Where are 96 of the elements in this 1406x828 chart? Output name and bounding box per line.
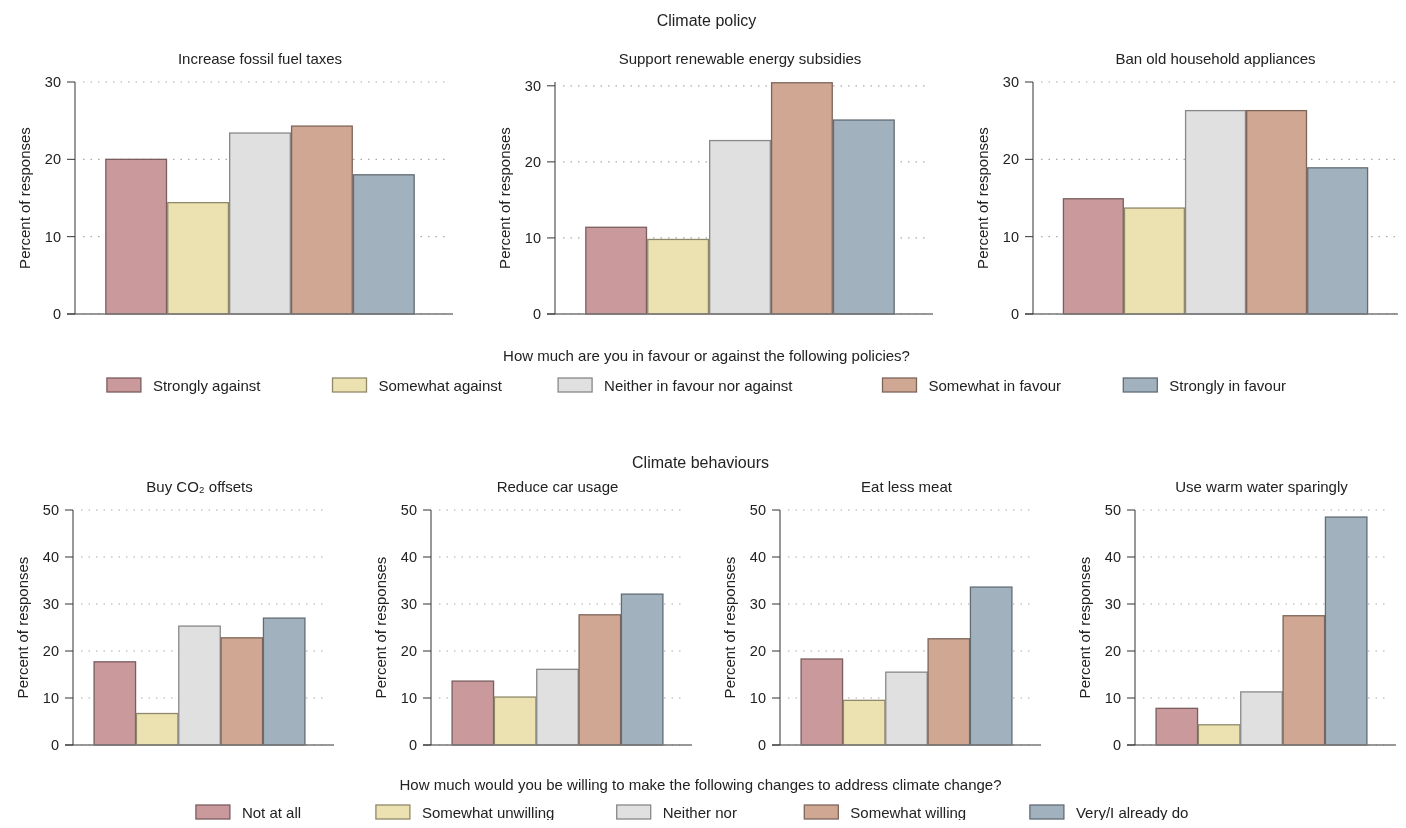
bar: [229, 132, 291, 315]
bar: [709, 139, 771, 315]
y-tick-label: 20: [524, 153, 541, 170]
legend-label: Neither nor: [662, 804, 737, 821]
y-axis-title: Percent of responses: [372, 556, 389, 699]
chart-title: Reduce car usage: [496, 478, 619, 495]
y-tick-label: 10: [524, 230, 541, 247]
y-tick-label: 40: [42, 549, 59, 566]
legend-label: Somewhat in favour: [928, 377, 1062, 394]
chart-title: Support renewable energy subsidies: [618, 50, 862, 67]
bar: [262, 617, 306, 746]
bar: [647, 238, 710, 315]
y-tick-label: 30: [42, 596, 59, 613]
y-tick-label: 40: [1104, 549, 1121, 566]
bar: [93, 661, 137, 746]
legend-label: Strongly in favour: [1169, 377, 1287, 394]
y-tick-label: 30: [400, 596, 417, 613]
bar: [620, 593, 664, 746]
legend-label: Neither in favour nor against: [604, 377, 794, 394]
bar: [1062, 198, 1124, 315]
text: Climate behaviours: [632, 454, 769, 471]
y-axis-title: Percent of responses: [1076, 556, 1093, 699]
legend-title: How much would you be willing to make the following changes to address climate change?: [399, 776, 1002, 793]
y-tick-label: 50: [400, 502, 417, 519]
bar: [536, 668, 579, 746]
bar: [135, 712, 179, 746]
bar: [105, 158, 168, 315]
y-axis-title: Percent of responses: [14, 556, 31, 699]
bar: [493, 696, 537, 746]
y-axis-title: Percent of responses: [496, 127, 513, 269]
bar: [220, 637, 264, 746]
bar: [1324, 516, 1368, 746]
bar: [290, 125, 353, 315]
y-tick-label: 10: [44, 228, 61, 245]
y-tick-label: 30: [749, 596, 766, 613]
y-tick-label: 20: [400, 643, 417, 660]
y-tick-label: 0: [1010, 306, 1019, 323]
y-tick-label: 10: [42, 690, 59, 707]
bar: [1184, 109, 1247, 315]
bar: [770, 82, 833, 315]
bar: [1246, 109, 1308, 315]
bar: [585, 226, 648, 315]
y-tick-label: 20: [749, 643, 766, 660]
y-tick-label: 20: [1002, 151, 1019, 168]
bar: [842, 699, 886, 746]
y-tick-label: 30: [1104, 596, 1121, 613]
text: Climate policy: [656, 12, 757, 29]
bar: [800, 658, 844, 746]
y-tick-label: 20: [42, 643, 59, 660]
bar: [1123, 207, 1185, 315]
chart-title: Eat less meat: [861, 478, 953, 495]
bar: [927, 638, 971, 746]
bar: [1282, 615, 1326, 746]
bar: [832, 119, 895, 315]
bar: [178, 625, 221, 746]
y-tick-label: 30: [1002, 74, 1019, 91]
y-axis-title: Percent of responses: [974, 127, 991, 269]
y-tick-label: 10: [1002, 228, 1019, 245]
bar: [578, 614, 622, 746]
bar: [1155, 707, 1199, 746]
chart-title: Increase fossil fuel taxes: [177, 50, 343, 67]
y-tick-label: 40: [400, 549, 417, 566]
y-tick-label: 0: [408, 737, 417, 754]
y-tick-label: 0: [50, 737, 59, 754]
y-tick-label: 30: [524, 77, 541, 94]
y-tick-label: 0: [757, 737, 766, 754]
y-axis-title: Percent of responses: [721, 556, 738, 699]
y-tick-label: 20: [1104, 643, 1121, 660]
legend-label: Not at all: [241, 804, 302, 821]
bar: [969, 586, 1013, 746]
bar: [1197, 724, 1241, 746]
y-tick-label: 50: [42, 502, 59, 519]
bar: [885, 671, 928, 746]
y-tick-label: 40: [749, 549, 766, 566]
y-tick-label: 20: [44, 151, 61, 168]
y-tick-label: 10: [1104, 690, 1121, 707]
chart-title: Ban old household appliances: [1115, 50, 1316, 67]
y-tick-label: 30: [44, 74, 61, 91]
chart-title: Buy CO₂ offsets: [146, 478, 253, 495]
chart-title: Use warm water sparingly: [1175, 478, 1349, 495]
y-tick-label: 50: [749, 502, 766, 519]
y-tick-label: 0: [52, 306, 61, 323]
y-tick-label: 10: [749, 690, 766, 707]
y-tick-label: 0: [1112, 737, 1121, 754]
bar: [352, 174, 415, 315]
y-tick-label: 50: [1104, 502, 1121, 519]
y-tick-label: 10: [400, 690, 417, 707]
y-axis-title: Percent of responses: [16, 127, 33, 269]
y-tick-label: 0: [532, 306, 541, 323]
legend-label: Strongly against: [152, 377, 262, 394]
bar: [451, 680, 495, 746]
bar: [167, 201, 230, 315]
legend-label: Somewhat against: [378, 377, 503, 394]
bar: [1240, 691, 1283, 746]
legend-title: How much are you in favour or against the following policies?: [503, 347, 910, 364]
bar: [1307, 167, 1369, 315]
